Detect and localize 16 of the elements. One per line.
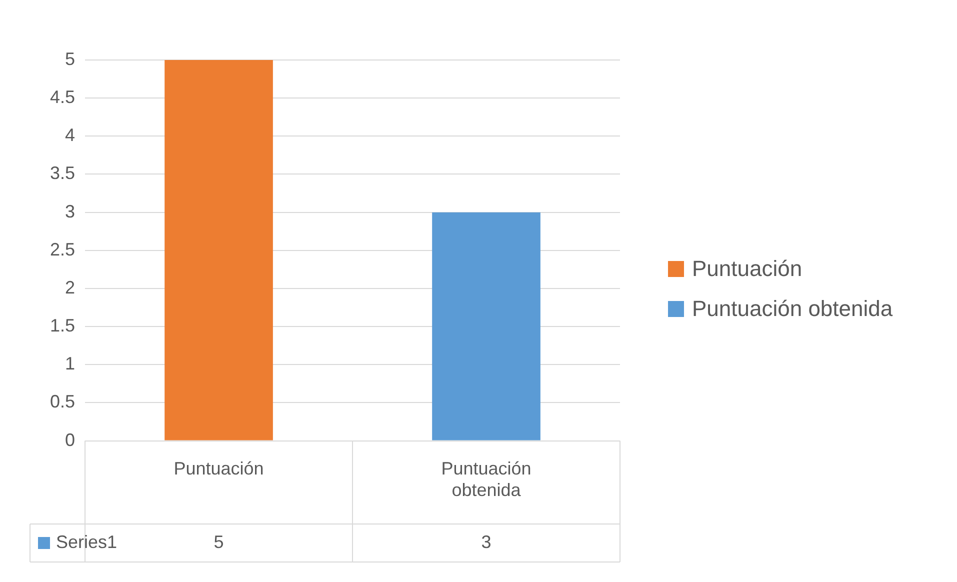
y-tick-label: 4.5 [50,87,76,108]
y-tick-label: 3 [65,201,76,222]
data-label: 3 [481,532,492,552]
category-label: Puntuación [692,256,802,281]
legend-label: Series1 [56,532,118,552]
y-tick-label: 3.5 [50,163,76,184]
data-label: 5 [214,532,224,552]
category-label: Puntuación obtenida [692,296,893,321]
y-tick-label: 0 [65,430,76,450]
y-tick-label: 5 [65,48,76,69]
y-tick-label: 4 [65,125,76,146]
y-tick-label: 1 [65,354,76,374]
y-tick-label: 0.5 [50,392,76,412]
y-tick-label: 1.5 [50,316,76,336]
y-tick-label: 2 [65,277,76,298]
y-tick-label: 2.5 [50,239,76,260]
